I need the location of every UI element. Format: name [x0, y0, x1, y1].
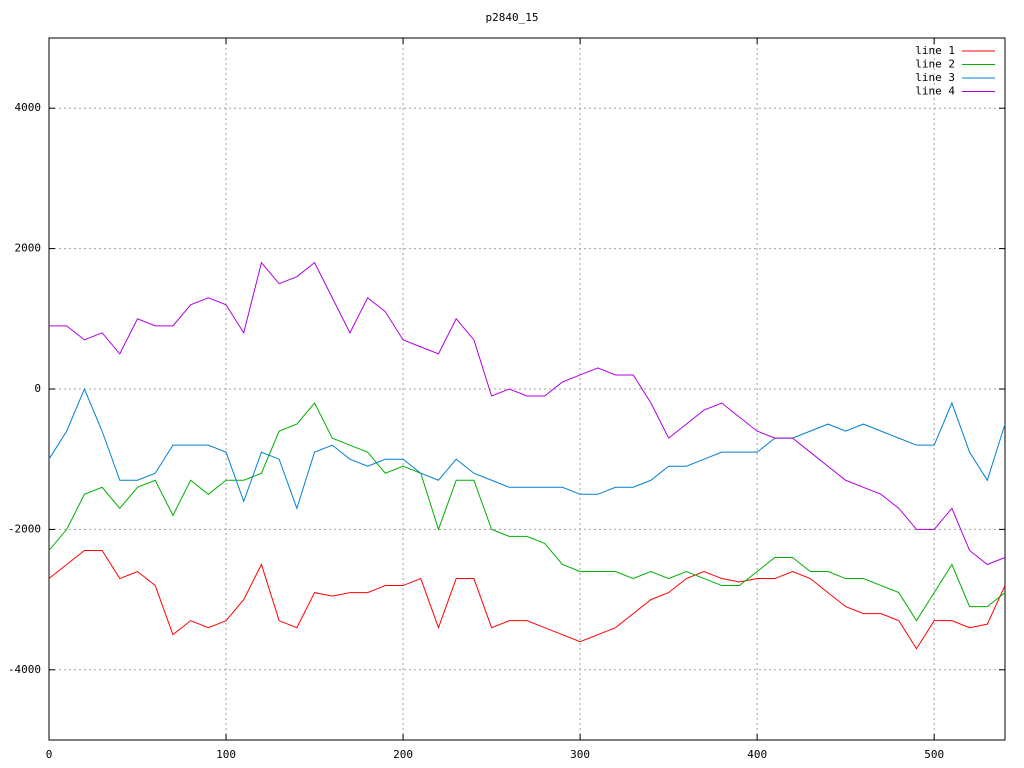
x-tick-label: 100 — [216, 748, 236, 761]
legend-label: line 1 — [915, 44, 955, 57]
legend-label: line 3 — [915, 71, 955, 84]
y-tick-label: 0 — [34, 382, 41, 395]
y-tick-label: 4000 — [15, 101, 42, 114]
legend-label: line 4 — [915, 85, 955, 98]
x-tick-label: 300 — [570, 748, 590, 761]
data-line — [48, 549, 1006, 650]
legend-label: line 2 — [915, 58, 955, 71]
x-tick-label: 400 — [747, 748, 767, 761]
y-tick-label: -2000 — [8, 522, 41, 535]
chart-title: p2840_15 — [486, 11, 539, 24]
data-line — [48, 402, 1006, 622]
x-tick-label: 500 — [924, 748, 944, 761]
plot-border — [48, 37, 1006, 741]
data-line — [48, 387, 1006, 510]
data-line — [49, 261, 1006, 566]
y-tick-label: 2000 — [15, 242, 42, 255]
x-tick-label: 200 — [393, 748, 413, 761]
x-tick-label: 0 — [46, 748, 53, 761]
y-tick-label: -4000 — [8, 663, 41, 676]
